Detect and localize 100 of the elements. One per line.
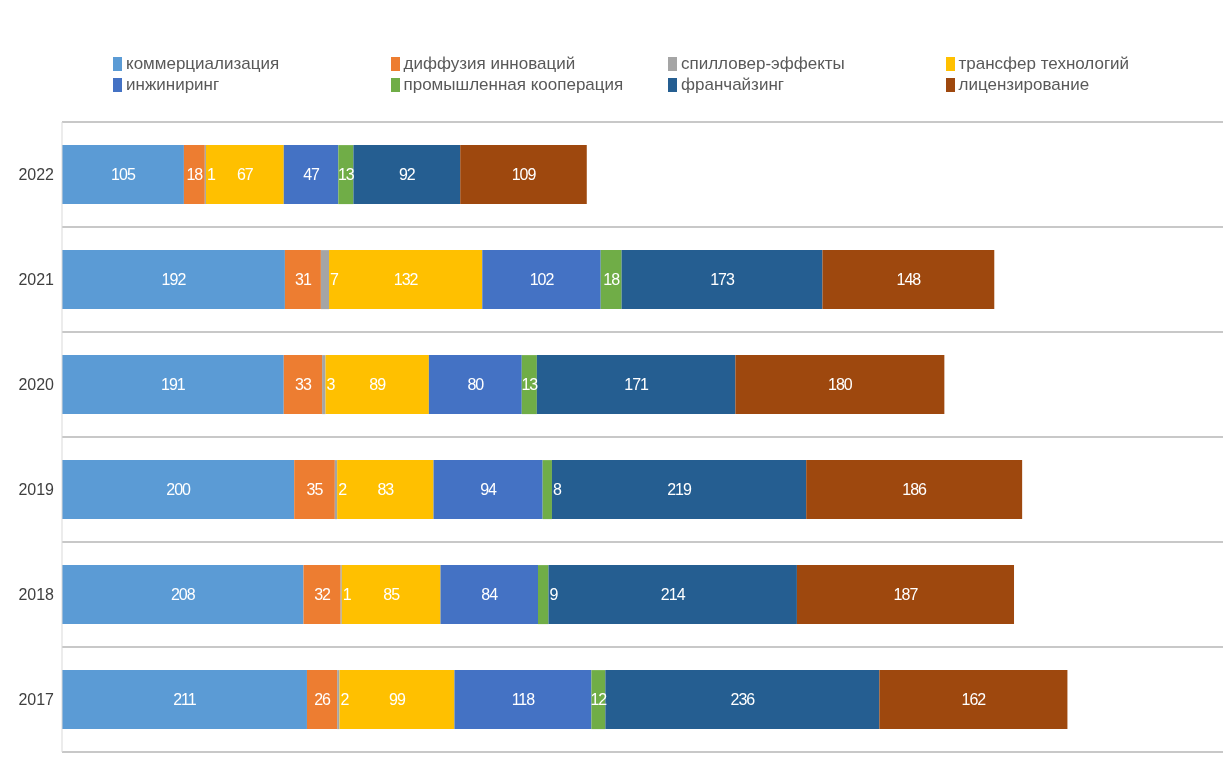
legend-label: коммерциализация bbox=[126, 54, 280, 73]
bar bbox=[538, 565, 549, 625]
data-label: 18 bbox=[186, 166, 204, 184]
data-label: 18 bbox=[603, 271, 621, 289]
bar bbox=[600, 250, 622, 310]
bar bbox=[341, 565, 441, 625]
data-label: 84 bbox=[481, 586, 499, 604]
bar bbox=[428, 355, 522, 415]
data-label: 162 bbox=[961, 691, 987, 709]
bar bbox=[339, 670, 455, 730]
data-label: 1 bbox=[342, 586, 352, 604]
data-label: 132 bbox=[393, 271, 419, 289]
bar bbox=[879, 670, 1068, 730]
data-label: 211 bbox=[173, 691, 197, 709]
bar bbox=[306, 670, 338, 730]
data-label: 3 bbox=[326, 376, 336, 394]
bar bbox=[551, 460, 807, 520]
data-label: 47 bbox=[303, 166, 321, 184]
bar bbox=[325, 355, 429, 415]
data-label: 33 bbox=[295, 376, 312, 394]
bar bbox=[433, 460, 543, 520]
legend-label: трансфер технологий bbox=[958, 54, 1130, 73]
data-label: 191 bbox=[161, 376, 186, 394]
bar bbox=[621, 250, 823, 310]
data-label: 83 bbox=[377, 481, 395, 499]
bar bbox=[62, 355, 284, 415]
data-label: 67 bbox=[236, 166, 254, 184]
y-tick-label: 2017 bbox=[18, 691, 55, 709]
bar bbox=[548, 565, 797, 625]
data-label: 26 bbox=[314, 691, 332, 709]
bar bbox=[183, 145, 205, 205]
data-label: 200 bbox=[166, 481, 192, 499]
data-label: 214 bbox=[660, 586, 686, 604]
bar bbox=[536, 355, 736, 415]
bar bbox=[62, 565, 304, 625]
bar bbox=[822, 250, 995, 310]
data-label: 219 bbox=[667, 481, 693, 499]
bar bbox=[283, 145, 339, 205]
bar bbox=[329, 250, 483, 310]
data-label: 8 bbox=[552, 481, 562, 499]
data-label: 109 bbox=[511, 166, 537, 184]
y-tick-label: 2019 bbox=[18, 481, 55, 499]
data-label: 102 bbox=[529, 271, 555, 289]
legend-label: промышленная кооперация bbox=[403, 75, 624, 94]
legend-label: инжиниринг bbox=[126, 75, 220, 94]
data-label: 13 bbox=[337, 166, 355, 184]
bar bbox=[62, 145, 184, 205]
bar bbox=[440, 565, 539, 625]
data-label: 9 bbox=[549, 586, 559, 604]
y-tick-label: 2020 bbox=[18, 376, 55, 394]
bar bbox=[303, 565, 341, 625]
bar bbox=[62, 250, 285, 310]
data-label: 187 bbox=[893, 586, 919, 604]
data-label: 85 bbox=[383, 586, 401, 604]
data-label: 2 bbox=[340, 691, 350, 709]
bar bbox=[482, 250, 601, 310]
data-label: 180 bbox=[828, 376, 853, 394]
legend-label: лицензирование bbox=[958, 75, 1090, 94]
legend-label: спилловер-эффекты bbox=[681, 54, 845, 73]
data-label: 31 bbox=[295, 271, 312, 289]
data-label: 192 bbox=[161, 271, 187, 289]
y-tick-label: 2021 bbox=[18, 271, 55, 289]
bar bbox=[542, 460, 552, 520]
data-label: 35 bbox=[306, 481, 324, 499]
bar bbox=[353, 145, 461, 205]
data-label: 12 bbox=[590, 691, 608, 709]
legend-label: франчайзинг bbox=[681, 75, 784, 94]
bar bbox=[735, 355, 945, 415]
data-label: 1 bbox=[206, 166, 216, 184]
bar bbox=[62, 460, 295, 520]
data-label: 2 bbox=[338, 481, 348, 499]
data-label: 236 bbox=[730, 691, 756, 709]
bar bbox=[454, 670, 592, 730]
data-label: 94 bbox=[480, 481, 498, 499]
bar bbox=[205, 145, 284, 205]
data-label: 7 bbox=[330, 271, 340, 289]
data-label: 208 bbox=[170, 586, 196, 604]
bar bbox=[322, 355, 326, 415]
data-label: 13 bbox=[521, 376, 539, 394]
data-label: 105 bbox=[111, 166, 136, 184]
bar bbox=[591, 670, 606, 730]
legend-label: диффузия инноваций bbox=[403, 54, 576, 73]
bar bbox=[62, 670, 307, 730]
data-label: 80 bbox=[467, 376, 485, 394]
bar bbox=[320, 250, 330, 310]
y-tick-label: 2018 bbox=[18, 586, 55, 604]
bar bbox=[460, 145, 587, 205]
bar bbox=[796, 565, 1015, 625]
data-label: 186 bbox=[902, 481, 928, 499]
bar bbox=[283, 355, 323, 415]
data-label: 118 bbox=[511, 691, 536, 709]
data-label: 32 bbox=[314, 586, 332, 604]
y-tick-label: 2022 bbox=[18, 166, 55, 184]
data-label: 148 bbox=[896, 271, 922, 289]
data-label: 173 bbox=[710, 271, 735, 289]
bar bbox=[294, 460, 335, 520]
bar bbox=[605, 670, 880, 730]
data-label: 89 bbox=[369, 376, 387, 394]
data-label: 99 bbox=[389, 691, 406, 709]
bar bbox=[806, 460, 1023, 520]
